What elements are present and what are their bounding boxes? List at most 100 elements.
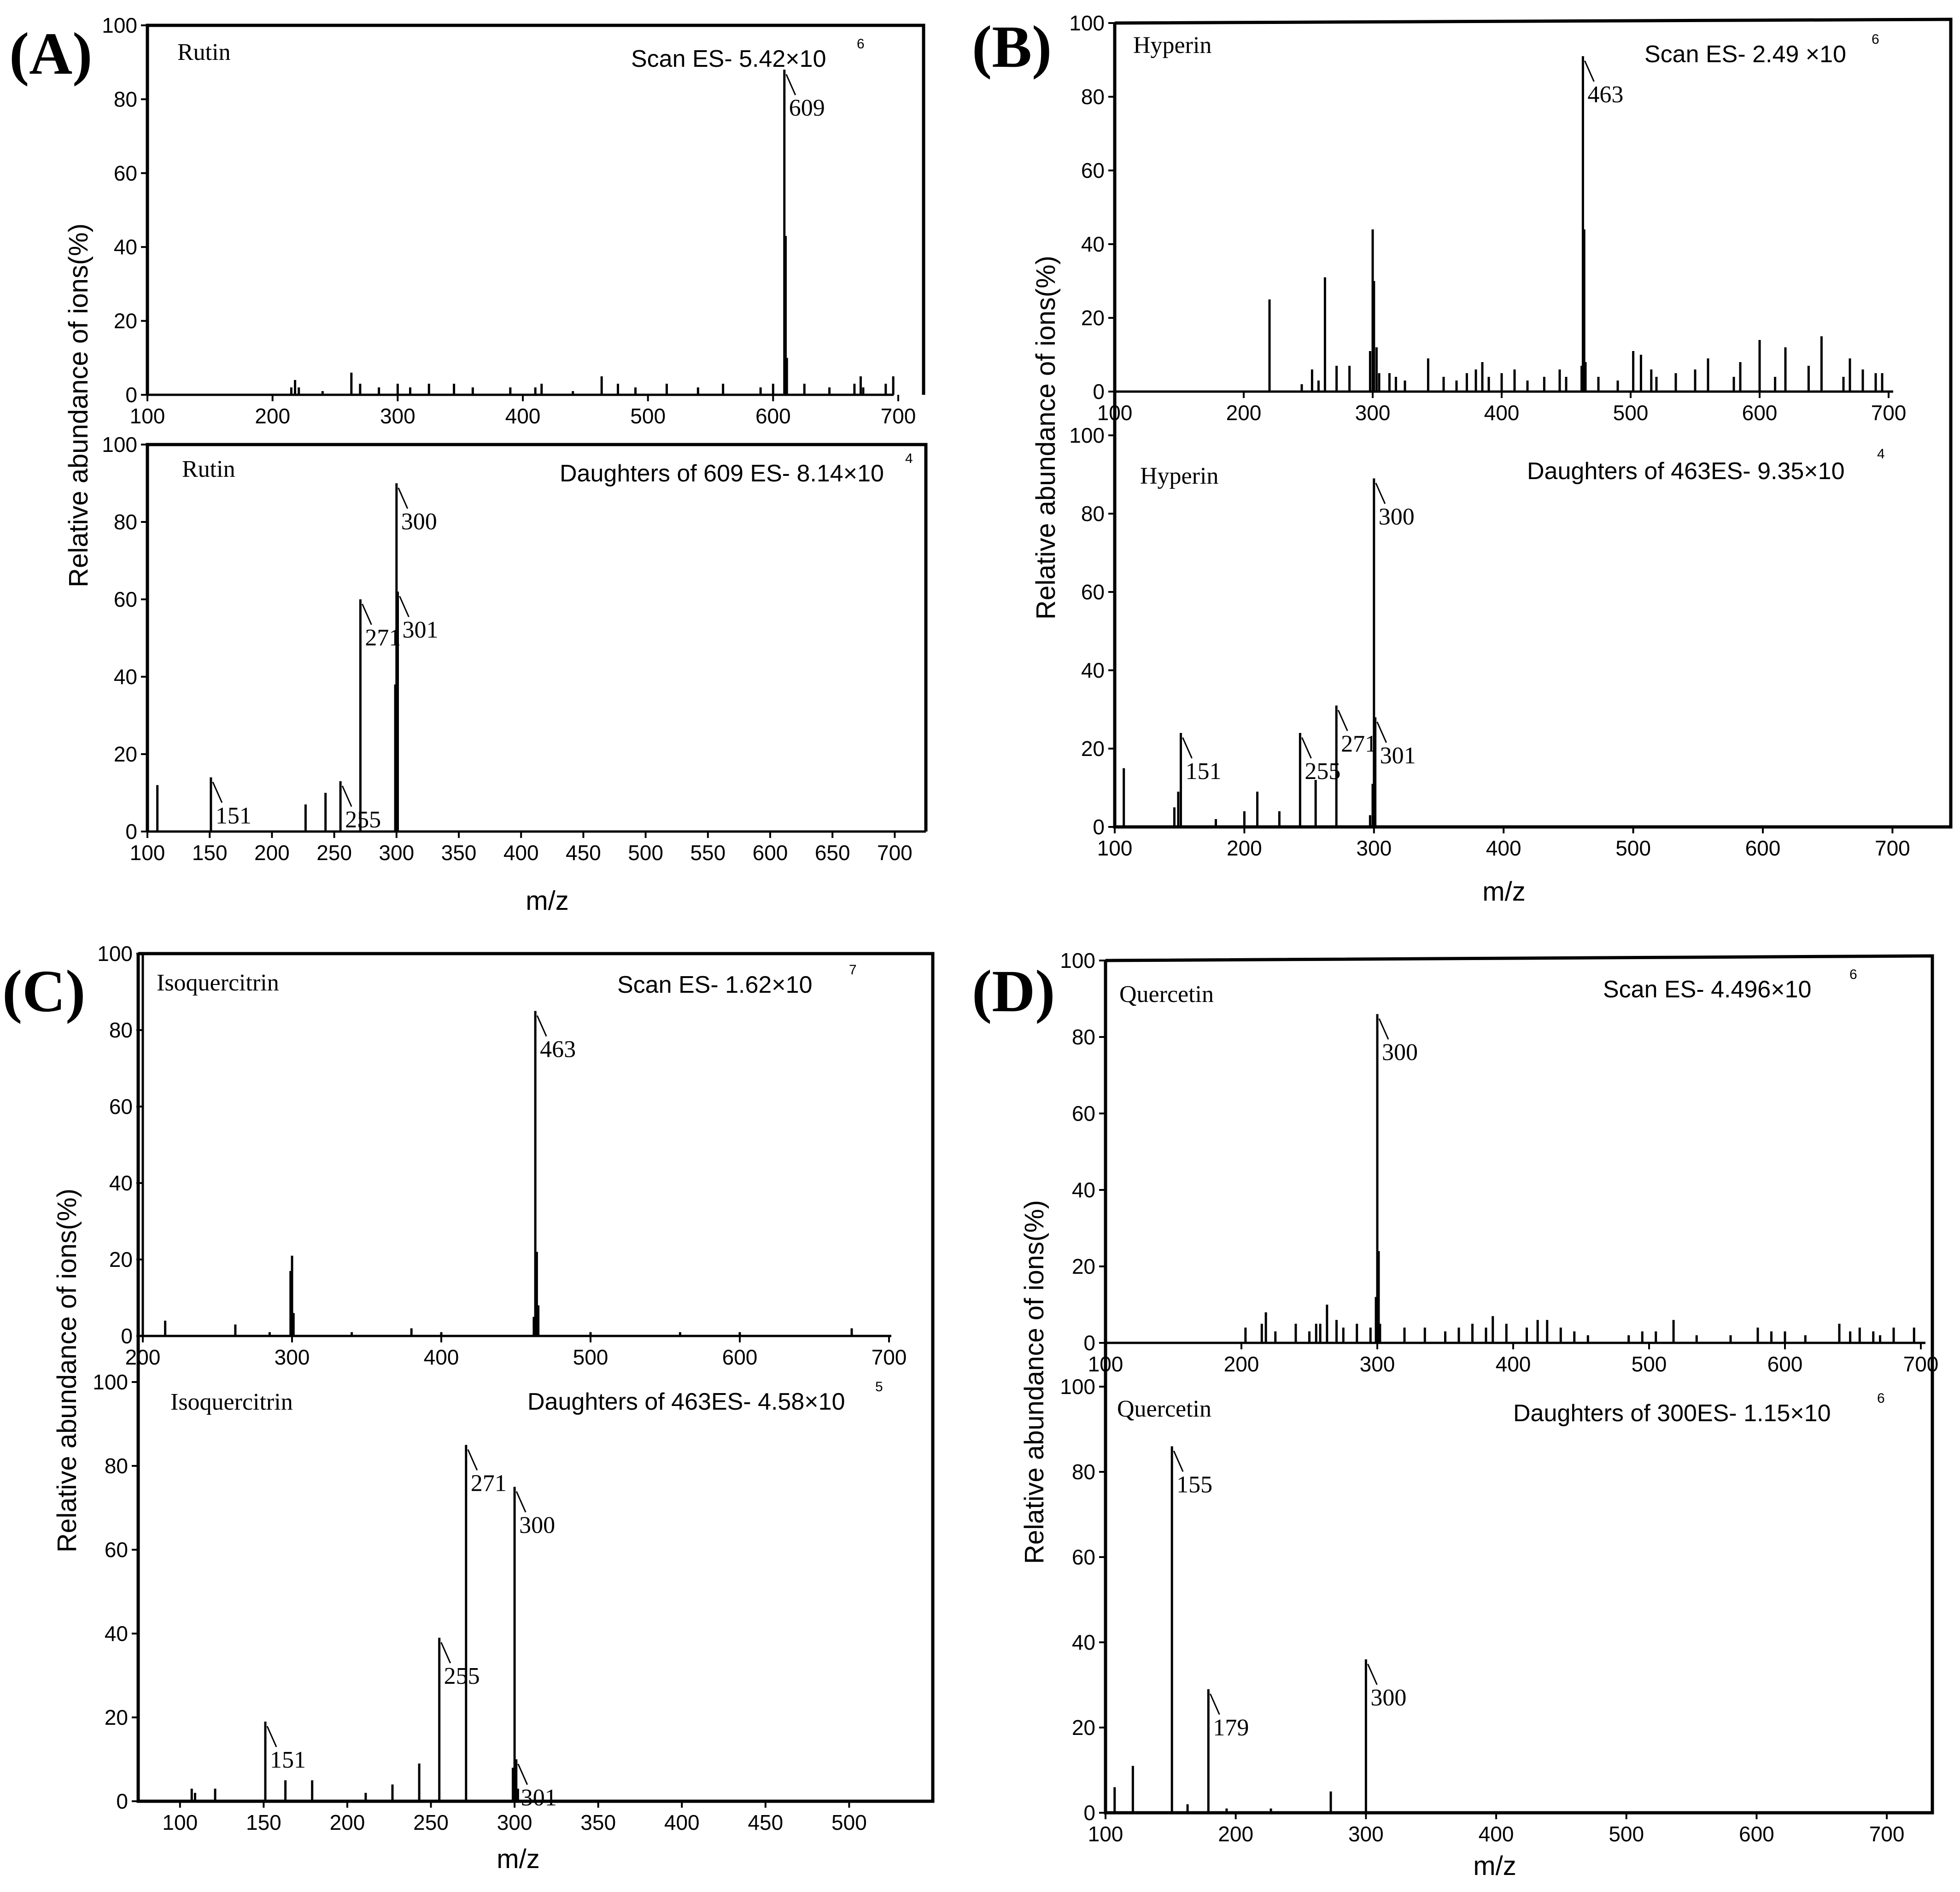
x-tick-label: 100 [1088, 1352, 1123, 1376]
x-tick-label: 400 [1484, 401, 1520, 425]
x-tick-label: 500 [1632, 1352, 1667, 1376]
x-axis-title-a: m/z [526, 886, 568, 916]
y-axis-title-c: Relative abundance of ions(%) [52, 1189, 82, 1552]
x-tick-label: 400 [664, 1810, 700, 1834]
chart-b-daughters: Hyperin Daughters of 463ES- 9.35×10 4 0 2… [1069, 423, 1951, 860]
x-tick-label: 700 [1869, 1822, 1905, 1846]
chart-a-daughters: Rutin Daughters of 609 ES- 8.14×10 4 0 20… [102, 433, 928, 865]
scan-exponent: 4 [905, 451, 913, 466]
x-tick-label: 350 [580, 1810, 616, 1834]
frame [1104, 954, 1934, 1815]
x-tick-label: 500 [573, 1345, 608, 1369]
compound-name: Rutin [182, 456, 235, 482]
x-tick-label: 200 [1227, 836, 1262, 860]
y-tick-label: 20 [114, 309, 137, 333]
y-tick-label: 0 [125, 383, 137, 407]
y-tick-label: 20 [1072, 1254, 1095, 1278]
x-tick-label: 400 [1496, 1352, 1531, 1376]
y-tick-label: 80 [109, 1018, 133, 1042]
compound-name: Isoquercitrin [157, 970, 279, 996]
x-tick-label: 200 [330, 1810, 365, 1834]
panel-label-c: (C) [2, 958, 85, 1025]
peak-annotation: 151 [216, 802, 252, 829]
annotation-leader [362, 603, 372, 625]
peak-annotation: 271 [471, 1470, 507, 1497]
x-tick-label: 200 [125, 1345, 161, 1369]
x-tick-label: 650 [815, 841, 850, 865]
y-tick-label: 20 [1081, 306, 1105, 330]
x-tick-label: 400 [1479, 1822, 1514, 1846]
x-tick-label: 400 [503, 841, 539, 865]
scan-exponent: 7 [849, 962, 857, 978]
x-tick-label: 700 [1903, 1352, 1939, 1376]
y-tick-label: 100 [1069, 423, 1105, 447]
x-tick-label: 300 [497, 1810, 532, 1834]
peak-annotation: 300 [1379, 504, 1415, 530]
y-tick-label: 60 [1081, 158, 1105, 182]
y-tick-label: 100 [93, 1370, 128, 1394]
y-tick-label: 100 [1060, 949, 1095, 972]
x-tick-label: 300 [275, 1345, 310, 1369]
x-tick-label: 700 [1875, 836, 1910, 860]
x-tick-label: 300 [1360, 1352, 1395, 1376]
scan-info: Daughters of 609 ES- 8.14×10 [560, 460, 884, 487]
chart-a-scan: Rutin Scan ES- 5.42×10 6 0 20 40 60 80 100 100… [102, 13, 925, 428]
x-tick-label: 700 [1871, 401, 1907, 425]
annotation-leader [341, 785, 352, 807]
x-tick-label: 100 [130, 404, 165, 428]
x-tick-label: 500 [1613, 401, 1649, 425]
x-tick-label: 400 [1486, 836, 1521, 860]
scan-exponent: 6 [1877, 1391, 1885, 1406]
y-tick-label: 60 [114, 587, 137, 611]
scan-exponent: 4 [1877, 446, 1885, 462]
x-tick-label: 600 [1739, 1822, 1774, 1846]
x-tick-label: 300 [379, 841, 414, 865]
y-axis-title-d: Relative abundance of ions(%) [1019, 1200, 1049, 1564]
scan-exponent: 5 [875, 1379, 883, 1394]
y-tick-label: 40 [109, 1171, 133, 1195]
annotation-leader [785, 74, 796, 95]
y-tick-label: 0 [1093, 815, 1105, 839]
y-tick-label: 40 [1072, 1178, 1095, 1202]
annotation-leader [440, 1642, 451, 1664]
y-tick-label: 0 [1083, 1801, 1095, 1825]
y-tick-label: 20 [105, 1705, 128, 1729]
compound-name: Quercetin [1117, 1396, 1211, 1422]
peak-annotation: 271 [1341, 731, 1377, 757]
x-tick-label: 400 [505, 404, 541, 428]
y-tick-label: 60 [114, 161, 137, 185]
scan-exponent: 6 [1872, 32, 1879, 47]
x-tick-label: 300 [1355, 401, 1391, 425]
chart-c-daughters: Isoquercitrin Daughters of 463ES- 4.58×1… [93, 1370, 933, 1834]
x-tick-label: 450 [748, 1810, 783, 1834]
scan-info: Scan ES- 5.42×10 [631, 46, 826, 72]
y-tick-label: 0 [121, 1324, 133, 1348]
panel-a: (A) Relative abundance of ions(%) m/z Ru… [9, 13, 928, 916]
chart-b-scan: Hyperin Scan ES- 2.49 ×10 6 0 20 40 60 80 100… [1069, 11, 1953, 829]
annotation-leader [1301, 737, 1312, 759]
x-tick-label: 600 [1742, 401, 1778, 425]
scan-info: Scan ES- 2.49 ×10 [1644, 41, 1846, 68]
x-tick-label: 100 [1088, 1822, 1123, 1846]
x-tick-label: 200 [255, 404, 290, 428]
annotation-leader [515, 1491, 527, 1513]
y-tick-label: 0 [1093, 380, 1105, 404]
y-tick-label: 20 [1072, 1716, 1095, 1740]
annotation-leader [1209, 1693, 1220, 1715]
y-tick-label: 80 [1072, 1460, 1095, 1484]
x-tick-label: 600 [1767, 1352, 1803, 1376]
x-axis-title-b: m/z [1482, 877, 1525, 907]
scan-exponent: 6 [1849, 967, 1857, 982]
x-tick-label: 700 [877, 841, 913, 865]
annotation-leader [1378, 1018, 1389, 1040]
y-tick-label: 80 [1081, 502, 1105, 526]
y-tick-label: 0 [1083, 1331, 1095, 1355]
y-tick-label: 40 [114, 235, 137, 259]
x-tick-label: 200 [1218, 1822, 1253, 1846]
annotation-leader [1182, 737, 1193, 759]
y-tick-label: 40 [1072, 1630, 1095, 1654]
x-tick-label: 500 [628, 841, 663, 865]
scan-info: Daughters of 463ES- 9.35×10 [1527, 458, 1844, 485]
chart-d-scan: Quercetin Scan ES- 4.496×10 6 0 20 40 60 80 1… [1060, 949, 1939, 1815]
